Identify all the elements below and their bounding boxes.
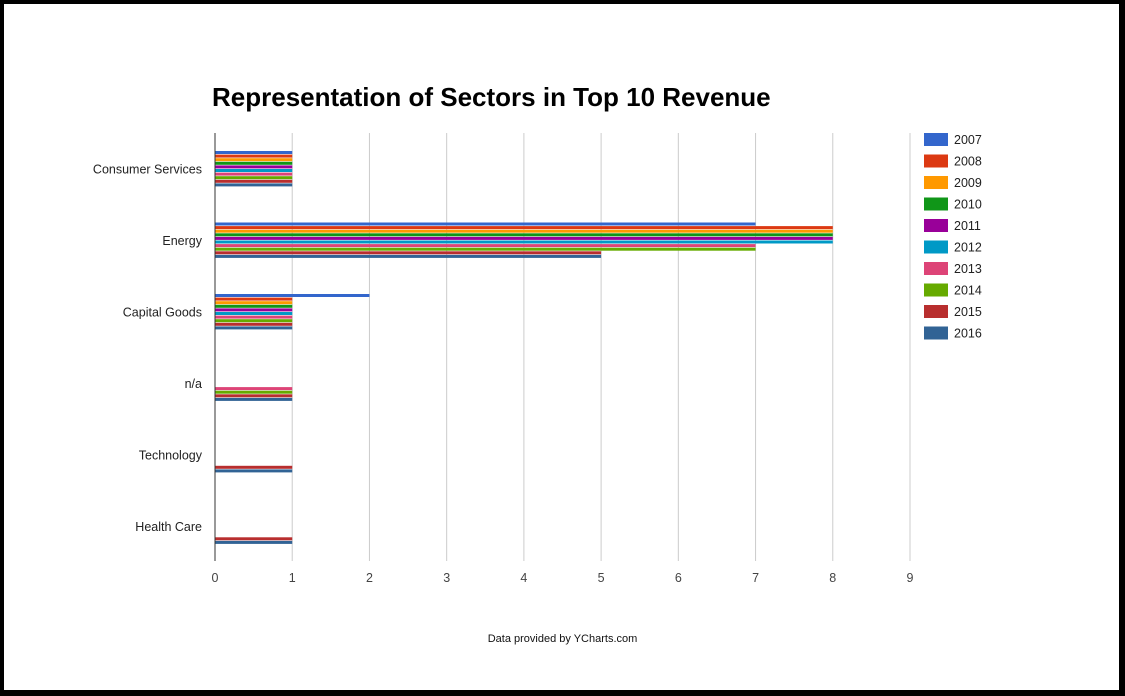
legend-swatch	[924, 154, 948, 168]
legend-label: 2007	[954, 133, 982, 147]
bar-2009-consumer-services	[215, 158, 293, 162]
legend-swatch	[924, 305, 948, 318]
category-label: Consumer Services	[93, 163, 202, 177]
bar-2009-energy	[215, 229, 833, 233]
bar-2013-consumer-services	[215, 172, 293, 176]
chart-frame	[4, 4, 1119, 690]
bar-2009-capital-goods	[215, 301, 293, 305]
x-tick-label: 1	[289, 571, 296, 585]
x-tick-label: 6	[675, 571, 682, 585]
bar-2016-n-a	[215, 397, 293, 401]
bar-2013-n-a	[215, 387, 293, 391]
legend-label: 2015	[954, 305, 982, 319]
legend-swatch	[924, 262, 948, 275]
category-label: Technology	[139, 449, 203, 463]
legend-label: 2016	[954, 327, 982, 341]
bar-2016-energy	[215, 254, 602, 258]
x-tick-label: 3	[443, 571, 450, 585]
legend-swatch	[924, 240, 948, 254]
bar-2011-capital-goods	[215, 308, 293, 312]
category-label: Health Care	[135, 520, 202, 534]
bar-2016-consumer-services	[215, 183, 293, 187]
bar-2010-energy	[215, 233, 833, 237]
legend-swatch	[924, 326, 948, 340]
chart-title: Representation of Sectors in Top 10 Reve…	[212, 82, 771, 112]
x-tick-label: 7	[752, 571, 759, 585]
bar-2011-consumer-services	[215, 165, 293, 169]
legend-label: 2013	[954, 262, 982, 276]
bar-2016-technology	[215, 469, 293, 473]
bar-2010-capital-goods	[215, 304, 293, 308]
x-tick-label: 0	[212, 571, 219, 585]
bar-2008-consumer-services	[215, 154, 293, 158]
legend-label: 2014	[954, 284, 982, 298]
bar-2013-capital-goods	[215, 315, 293, 319]
legend-swatch	[924, 197, 948, 211]
bar-2016-health-care	[215, 540, 293, 544]
bar-2015-technology	[215, 465, 293, 469]
x-tick-label: 4	[520, 571, 527, 585]
bar-2012-consumer-services	[215, 169, 293, 172]
legend-label: 2010	[954, 198, 982, 212]
category-label: n/a	[185, 377, 202, 391]
bar-2014-capital-goods	[215, 319, 293, 323]
bar-2013-energy	[215, 244, 756, 248]
data-source-footer: Data provided by YCharts.com	[487, 633, 638, 645]
x-tick-label: 5	[598, 571, 605, 585]
bar-2014-energy	[215, 247, 756, 251]
bar-2012-capital-goods	[215, 312, 293, 315]
bar-2015-capital-goods	[215, 322, 293, 326]
bar-2008-energy	[215, 226, 833, 230]
legend-swatch	[924, 133, 948, 146]
legend-swatch	[924, 176, 948, 189]
bar-2010-consumer-services	[215, 161, 293, 165]
x-tick-label: 9	[907, 571, 914, 585]
bar-2014-consumer-services	[215, 176, 293, 180]
bar-2014-n-a	[215, 390, 293, 394]
legend-label: 2009	[954, 176, 982, 190]
bar-2015-n-a	[215, 394, 293, 398]
bar-2007-capital-goods	[215, 294, 370, 297]
category-label: Energy	[162, 234, 202, 248]
legend-label: 2011	[954, 219, 981, 233]
bar-2007-consumer-services	[215, 151, 293, 154]
legend-swatch	[924, 283, 948, 297]
bar-2015-energy	[215, 251, 602, 255]
category-label: Capital Goods	[123, 306, 202, 320]
bar-2016-capital-goods	[215, 326, 293, 330]
bar-2011-energy	[215, 236, 833, 240]
legend-swatch	[924, 219, 948, 232]
legend-label: 2008	[954, 155, 982, 169]
bar-2012-energy	[215, 240, 833, 244]
legend-label: 2012	[954, 241, 982, 255]
bar-2015-consumer-services	[215, 179, 293, 183]
bar-2015-health-care	[215, 537, 293, 541]
x-tick-label: 8	[829, 571, 836, 585]
bar-2007-energy	[215, 222, 756, 226]
x-tick-label: 2	[366, 571, 373, 585]
bar-2008-capital-goods	[215, 297, 293, 301]
